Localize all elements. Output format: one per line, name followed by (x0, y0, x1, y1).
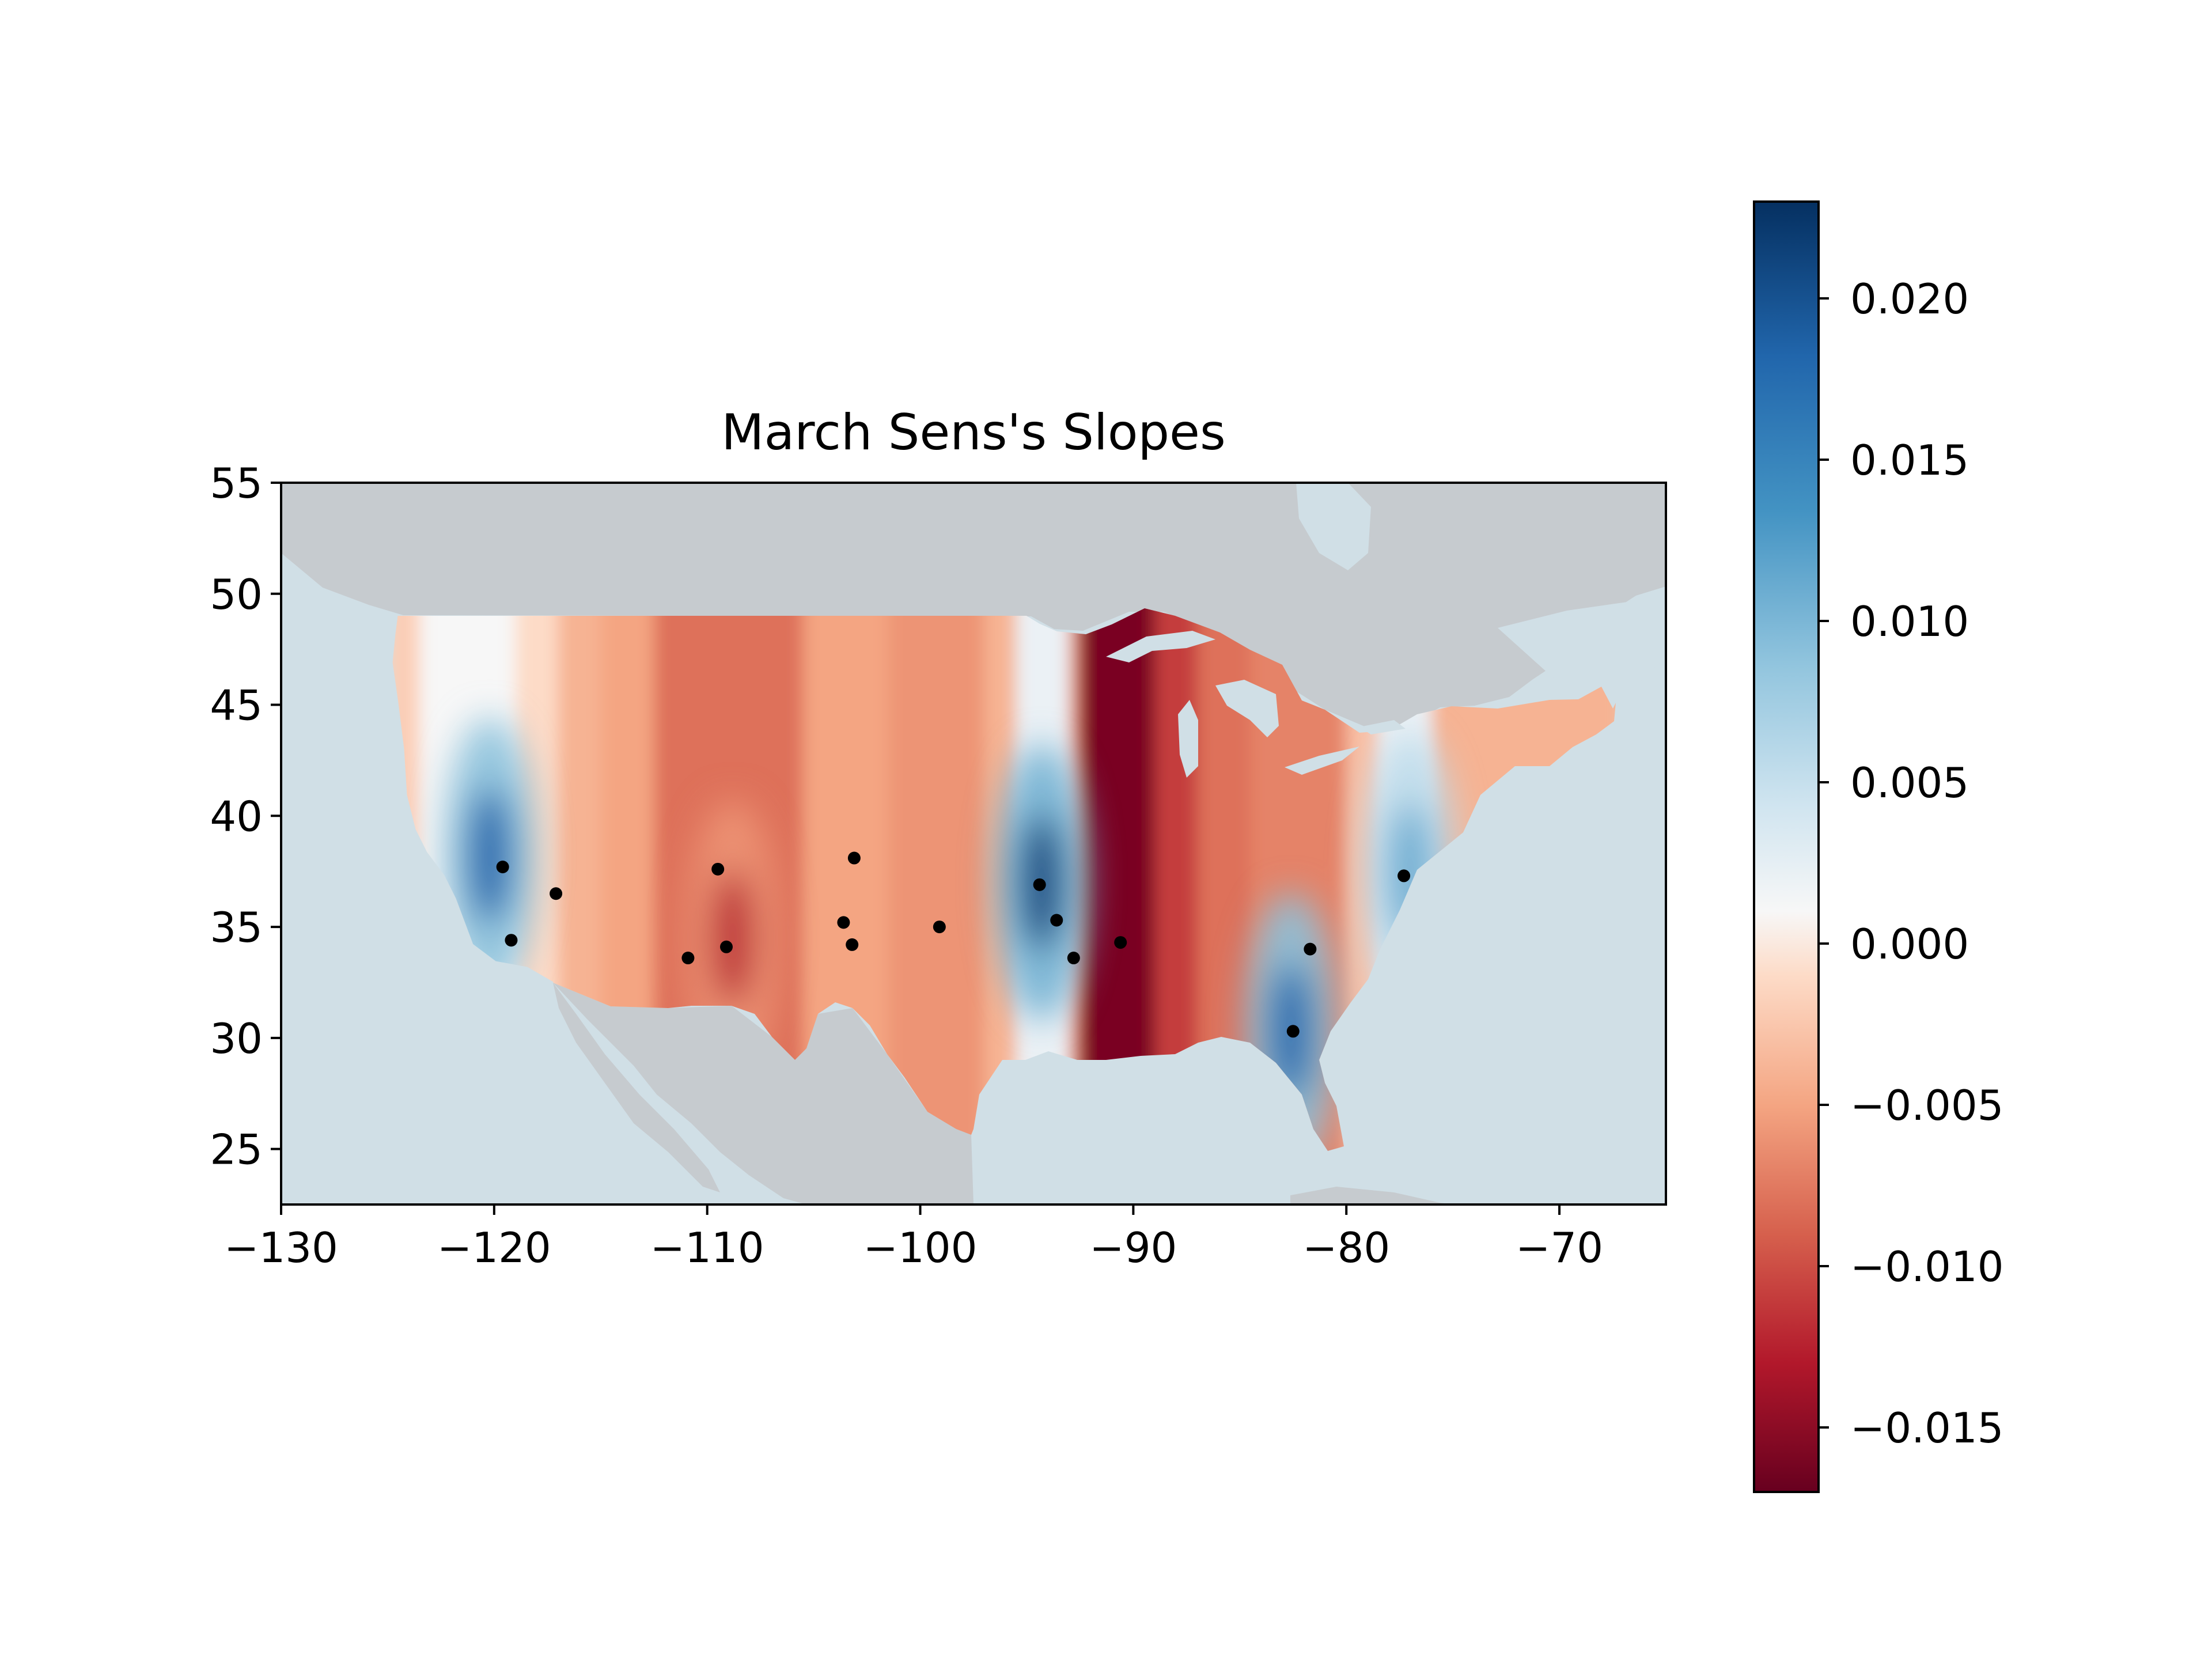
station-point (933, 921, 946, 934)
station-point (505, 934, 518, 947)
cuba-land (1290, 1187, 1452, 1205)
x-tick-label: −120 (437, 1224, 551, 1272)
station-point (847, 851, 861, 865)
x-tick-label: −130 (224, 1224, 338, 1272)
y-tick-label: 25 (210, 1126, 263, 1174)
station-point (681, 952, 695, 965)
x-tick-label: −70 (1516, 1224, 1603, 1272)
y-tick-label: 50 (210, 570, 263, 619)
x-tick-label: −80 (1302, 1224, 1390, 1272)
station-point (1286, 1025, 1300, 1038)
colorbar-tick-label: 0.015 (1850, 436, 1969, 484)
station-point (711, 862, 725, 876)
station-point (837, 916, 850, 929)
station-markers (496, 851, 1411, 1038)
station-point (1033, 878, 1046, 891)
colorbar-tick-label: 0.010 (1850, 597, 1969, 646)
map-panel (281, 483, 1666, 1205)
station-point (846, 938, 859, 951)
atlantic-canada-water (1498, 599, 1666, 709)
mexico-land (553, 983, 974, 1205)
station-point (1067, 952, 1080, 965)
y-tick-label: 30 (210, 1014, 263, 1063)
station-point (550, 887, 563, 900)
station-point (1304, 942, 1317, 956)
hudson-bay (1296, 483, 1371, 570)
station-point (1397, 869, 1411, 882)
x-tick-label: −110 (650, 1224, 764, 1272)
field-band (888, 608, 986, 1151)
chart-title: March Sens's Slopes (721, 404, 1226, 461)
x-tick-label: −100 (863, 1224, 978, 1272)
x-axis: −130 −120 −110 −100 −90 −80 −70 (224, 1205, 1603, 1272)
colorbar-tick-label: 0.005 (1850, 759, 1969, 807)
y-tick-label: 40 (210, 792, 263, 840)
hotspot-core (468, 786, 512, 925)
hotspot-core (711, 869, 755, 1007)
y-tick-label: 35 (210, 903, 263, 952)
station-point (719, 940, 733, 953)
station-point (1114, 936, 1127, 949)
colorbar-tick-label: −0.005 (1850, 1081, 2003, 1130)
colorbar (1753, 200, 1820, 1493)
great-lakes (1106, 631, 1406, 778)
colorbar-tick-label: 0.020 (1850, 275, 1969, 323)
coastline (391, 615, 554, 984)
x-tick-label: −90 (1089, 1224, 1177, 1272)
y-tick-label: 55 (210, 459, 263, 507)
y-axis: 25 30 35 40 45 50 55 (210, 459, 281, 1174)
station-point (496, 860, 509, 873)
colorbar-tick-label: −0.010 (1850, 1243, 2003, 1291)
colorbar-tick-label: 0.000 (1850, 920, 1969, 968)
colorbar-tick-label: −0.015 (1850, 1404, 2003, 1452)
baja-land (553, 983, 720, 1192)
y-tick-label: 45 (210, 681, 263, 730)
colorbar-ticks: 0.020 0.015 0.010 0.005 0.000 −0.005 −0.010 −0.… (1819, 275, 2003, 1452)
plot-frame (280, 482, 1667, 1206)
station-point (1050, 914, 1063, 927)
